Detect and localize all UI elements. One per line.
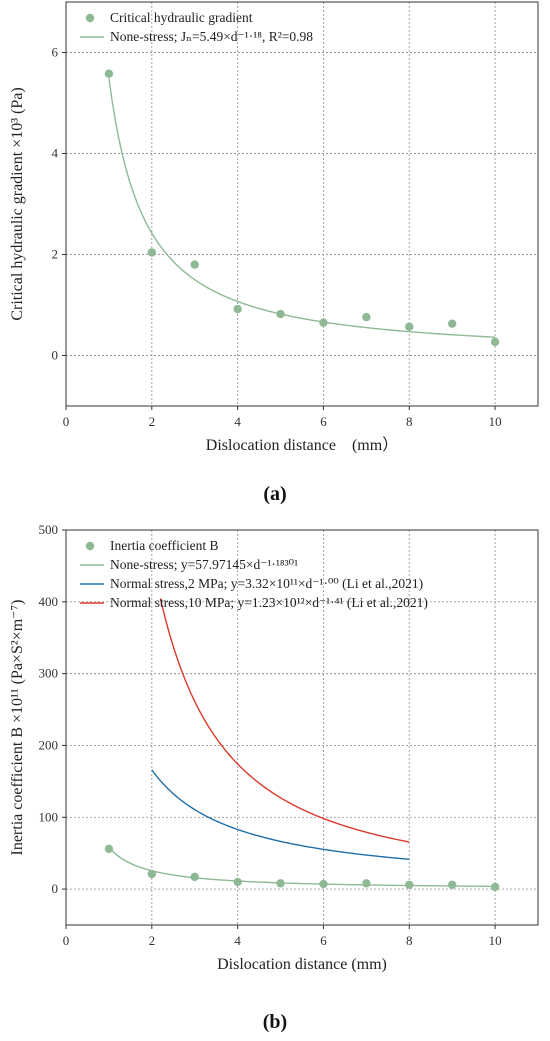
x-tick-label: 10 (489, 933, 502, 948)
data-point-0-7 (405, 880, 414, 889)
y-tick-label: 6 (52, 45, 59, 60)
data-point-0-5 (319, 318, 328, 327)
y-tick-label: 2 (52, 247, 59, 262)
plot-frame (65, 529, 539, 926)
x-tick-label: 2 (149, 414, 156, 429)
data-point-0-0 (104, 69, 114, 78)
x-tick-label: 10 (489, 414, 502, 429)
data-point-0-7 (405, 322, 414, 331)
data-point-0-4 (276, 879, 285, 888)
y-axis-title: Inertia coefficient B ×10¹¹ (Pa×S²×m⁻⁷) (9, 599, 26, 855)
x-tick-label: 2 (149, 933, 156, 948)
legend-label: Normal stress,2 MPa; y=3.32×10¹¹×d⁻¹·⁰⁰ … (110, 576, 423, 591)
x-tick-label: 6 (320, 414, 327, 429)
y-axis-title: Critical hydraulic gradient ×10³ (Pa) (9, 87, 26, 320)
fit-line-0 (108, 78, 496, 338)
legend-label: None-stress; y=57.97145×d⁻¹·¹⁸³⁰¹ (110, 557, 298, 572)
legend-label: Normal stress,10 MPa; y=1.23×10¹²×d⁻¹·⁴¹… (110, 595, 428, 610)
legend-marker-scatter (85, 13, 95, 23)
data-point-0-6 (362, 879, 371, 888)
legend-label: Inertia coefficient B (110, 538, 218, 553)
data-point-0-6 (362, 312, 371, 322)
figure-caption: (a) (263, 483, 286, 505)
y-tick-label: 400 (39, 594, 59, 609)
y-tick-label: 4 (52, 146, 59, 161)
data-point-0-4 (276, 309, 285, 319)
x-tick-label: 4 (234, 933, 241, 948)
legend-label: None-stress; Jₙ=5.49×d⁻¹·¹⁸, R²=0.98 (110, 29, 313, 44)
y-tick-label: 500 (39, 522, 59, 537)
data-point-0-1 (147, 869, 157, 879)
y-tick-label: 200 (39, 737, 59, 752)
y-tick-label: 0 (52, 881, 59, 896)
fit-line-1 (151, 769, 410, 860)
data-point-0-1 (147, 248, 157, 257)
legend-marker-scatter (85, 541, 95, 551)
data-point-0-0 (104, 844, 114, 854)
data-point-0-9 (490, 337, 500, 347)
chart-0: 0 2 4 6 8 10 0 2 4 6 Dislocation distance (mm） Crit… (9, 1, 539, 505)
y-tick-label: 0 (52, 348, 59, 363)
x-tick-label: 0 (63, 933, 70, 948)
x-tick-label: 8 (406, 414, 413, 429)
y-tick-label: 100 (39, 809, 59, 824)
y-tick-label: 300 (39, 666, 59, 681)
x-tick-label: 4 (234, 414, 241, 429)
data-point-0-5 (319, 879, 328, 889)
data-point-0-2 (190, 260, 199, 269)
fit-line-2 (159, 598, 410, 843)
fit-line-0 (108, 846, 496, 888)
x-tick-label: 8 (406, 933, 413, 948)
data-point-0-9 (490, 882, 500, 892)
x-tick-label: 0 (63, 414, 70, 429)
x-axis-title: Dislocation distance (mm） (206, 436, 398, 454)
data-point-0-3 (233, 877, 242, 887)
data-point-0-2 (190, 872, 199, 882)
legend-label: Critical hydraulic gradient (110, 10, 253, 25)
data-point-0-3 (233, 304, 242, 314)
data-point-0-8 (447, 880, 457, 889)
plot-frame (65, 1, 539, 407)
data-point-0-8 (447, 319, 457, 328)
figure-caption: (b) (263, 1011, 287, 1033)
x-axis-title: Dislocation distance (mm) (217, 956, 387, 973)
x-tick-label: 6 (320, 933, 327, 948)
